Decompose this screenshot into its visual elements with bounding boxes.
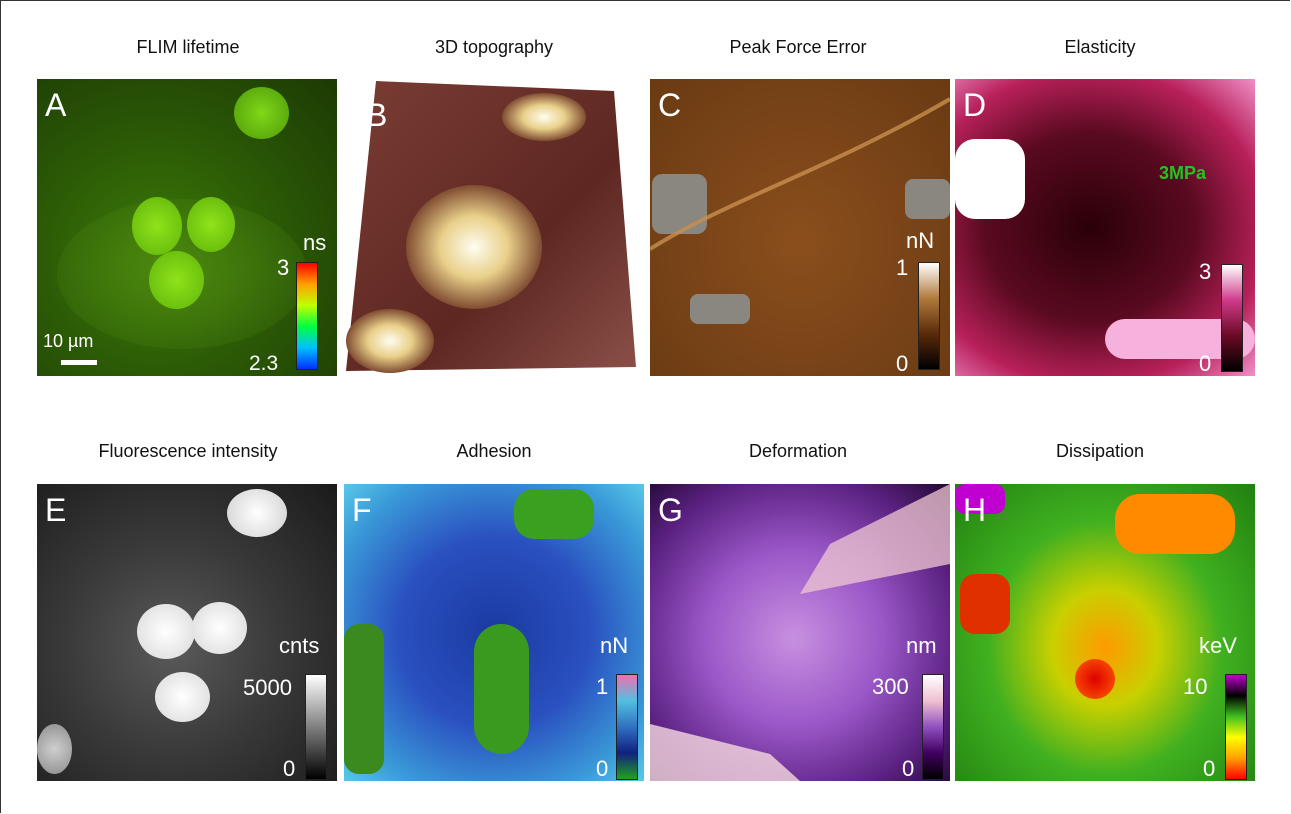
panel-a-max: 3 — [277, 255, 290, 280]
panel-c-max: 1 — [896, 255, 909, 280]
panel-f-min: 0 — [596, 756, 609, 781]
panel-c-unit: nN — [906, 228, 935, 253]
panel-d-min: 0 — [1199, 351, 1212, 376]
scale-bar — [61, 360, 97, 365]
panel-a-unit: ns — [303, 230, 327, 255]
panel-g-max: 300 — [872, 674, 909, 699]
panel-a-letter: A — [45, 87, 67, 123]
panel-h-letter: H — [963, 492, 987, 528]
panel-b-image: B — [344, 79, 644, 376]
panel-e-colorbar — [305, 674, 327, 780]
panel-g-title: Deformation — [748, 441, 848, 461]
panel-a-min: 2.3 — [249, 352, 279, 375]
panel-e-unit: cnts — [279, 633, 320, 658]
panel-e-max: 5000 — [243, 675, 292, 700]
panel-f-letter: F — [352, 492, 372, 528]
panel-c-image: C nN 1 0 — [650, 79, 950, 376]
panel-g-min: 0 — [902, 756, 915, 781]
panel-d-title: Elasticity — [1064, 37, 1136, 57]
panel-h-colorbar — [1225, 674, 1247, 780]
panel-c-colorbar — [918, 262, 940, 370]
panel-c-min: 0 — [896, 351, 909, 376]
panel-g-colorbar — [922, 674, 944, 780]
panel-d-max: 3 — [1199, 259, 1212, 284]
panel-a-image: A ns 3 2.3 10 µm — [37, 79, 337, 376]
panel-d-image: D 3MPa 3 0 — [955, 79, 1255, 376]
panel-b-letter: B — [366, 97, 388, 133]
panel-e-image: E cnts 5000 0 — [37, 484, 337, 781]
panel-a-colorbar — [296, 262, 318, 370]
panel-f-unit: nN — [600, 633, 629, 658]
panel-h-max: 10 — [1183, 674, 1208, 699]
panel-d-annotation: 3MPa — [1159, 163, 1207, 183]
panel-c-title: Peak Force Error — [729, 37, 867, 57]
panel-g-image: G nm 300 0 — [650, 484, 950, 781]
panel-d-letter: D — [963, 87, 987, 123]
panel-a-title: FLIM lifetime — [136, 37, 240, 57]
panel-e-title: Fluorescence intensity — [98, 441, 278, 461]
panel-f-max: 1 — [596, 674, 609, 699]
panel-f-image: F nN 1 0 — [344, 484, 644, 781]
panel-c-letter: C — [658, 87, 682, 123]
panel-h-title: Dissipation — [1055, 441, 1145, 461]
panel-d-colorbar — [1221, 264, 1243, 372]
panel-f-colorbar — [616, 674, 638, 780]
panel-e-letter: E — [45, 492, 67, 528]
panel-b-title: 3D topography — [434, 37, 554, 57]
scale-bar-label: 10 µm — [43, 331, 94, 351]
panel-g-unit: nm — [906, 633, 937, 658]
panel-f-title: Adhesion — [456, 441, 532, 461]
panel-h-image: H keV 10 0 — [955, 484, 1255, 781]
panel-h-unit: keV — [1199, 633, 1237, 658]
panel-g-letter: G — [658, 492, 683, 528]
panel-h-min: 0 — [1203, 756, 1216, 781]
panel-e-min: 0 — [283, 756, 296, 781]
